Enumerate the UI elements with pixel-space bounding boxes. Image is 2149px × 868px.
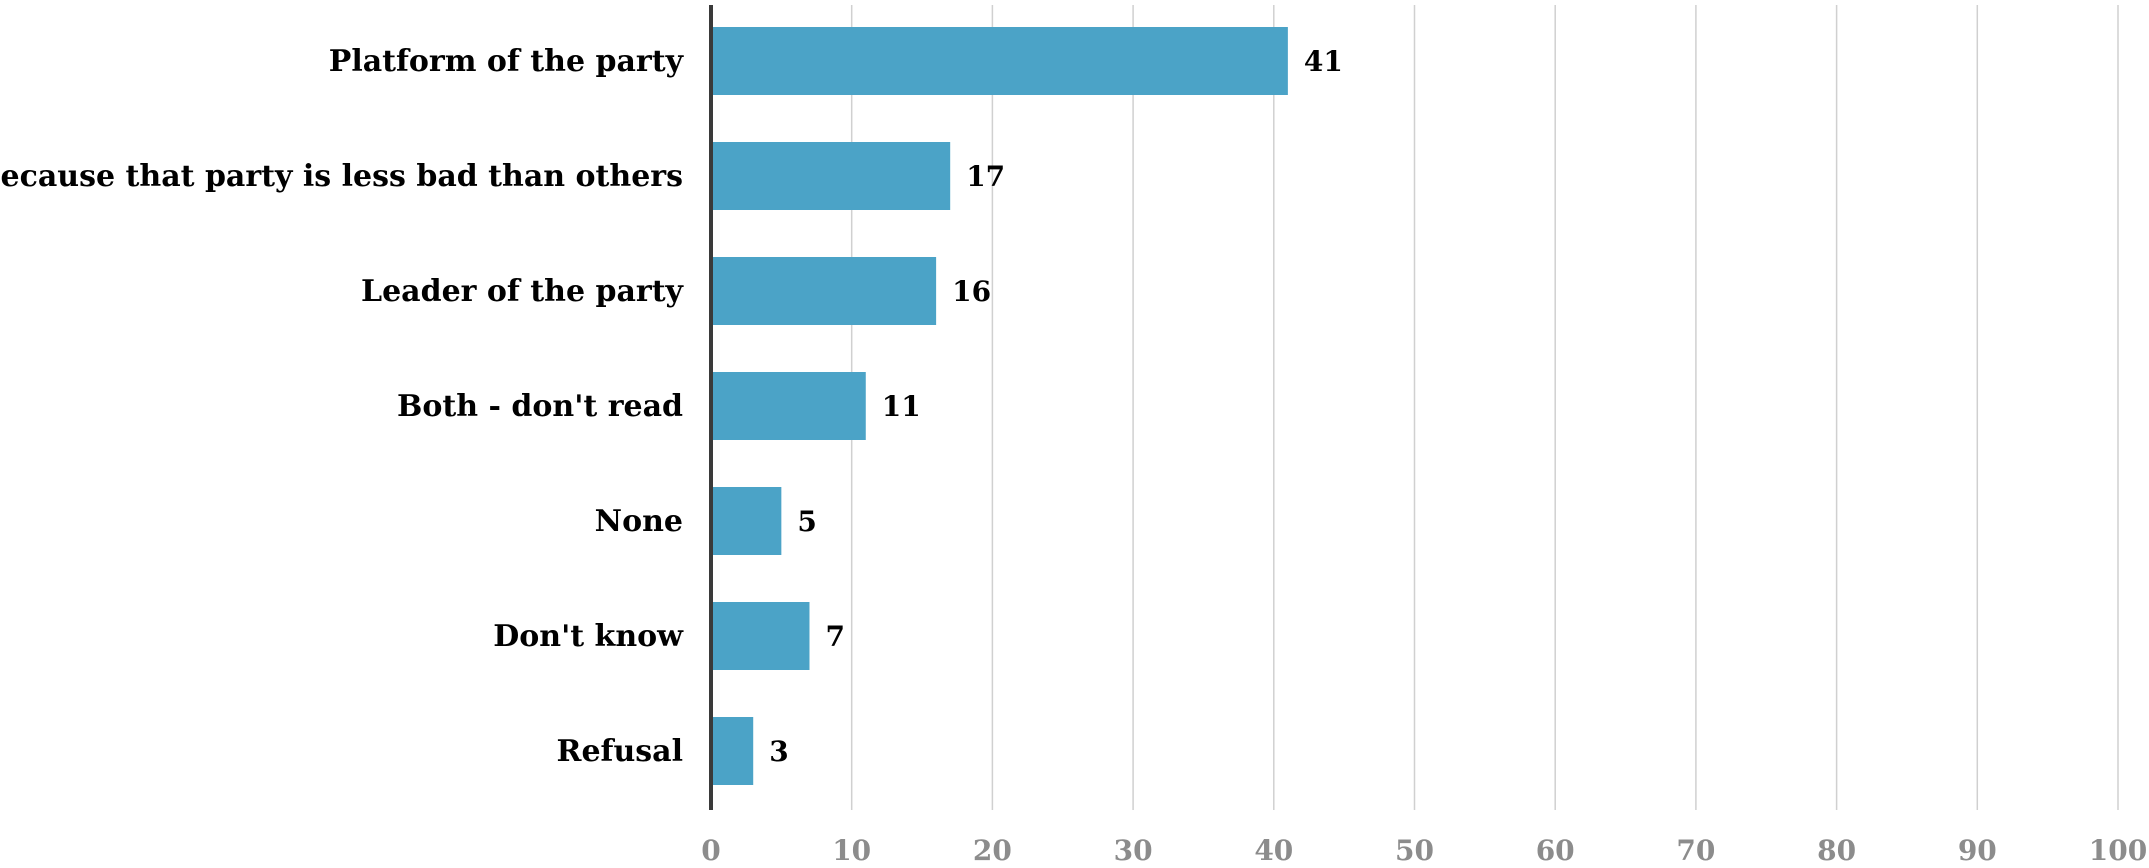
category-label: Leader of the party xyxy=(361,274,685,309)
data-label: 7 xyxy=(825,620,844,653)
bar xyxy=(711,27,1288,95)
x-tick-label: 20 xyxy=(973,834,1012,867)
bar xyxy=(711,372,866,440)
x-tick-label: 10 xyxy=(832,834,871,867)
x-tick-label: 60 xyxy=(1536,834,1575,867)
x-axis-ticks: 0 10 20 30 40 50 60 70 80 90 100 xyxy=(701,834,2147,867)
x-tick-label: 100 xyxy=(2089,834,2147,867)
data-label: 41 xyxy=(1304,45,1343,78)
bar xyxy=(711,257,937,325)
data-label: 17 xyxy=(966,160,1005,193)
category-label: Don't know xyxy=(493,619,684,654)
x-tick-label: 50 xyxy=(1395,834,1434,867)
bar xyxy=(711,142,951,210)
category-labels: Platform of the party Because that party … xyxy=(0,44,685,769)
data-label: 5 xyxy=(797,505,816,538)
x-tick-label: 80 xyxy=(1817,834,1856,867)
category-label: Platform of the party xyxy=(329,44,685,79)
data-label: 3 xyxy=(769,735,788,768)
bar xyxy=(711,717,754,785)
data-label: 16 xyxy=(952,275,991,308)
x-tick-label: 40 xyxy=(1254,834,1293,867)
data-label: 11 xyxy=(882,390,921,423)
x-tick-label: 90 xyxy=(1958,834,1997,867)
category-label: Refusal xyxy=(557,734,683,769)
x-tick-label: 0 xyxy=(701,834,720,867)
x-tick-label: 30 xyxy=(1114,834,1153,867)
category-label: None xyxy=(595,504,683,539)
value-labels: 41 17 16 11 5 7 3 xyxy=(769,45,1343,768)
bar xyxy=(711,487,782,555)
x-tick-label: 70 xyxy=(1676,834,1715,867)
bars xyxy=(711,27,1288,785)
gridlines xyxy=(850,5,2119,810)
category-label: Because that party is less bad than othe… xyxy=(0,159,683,194)
bar xyxy=(711,602,810,670)
category-label: Both - don't read xyxy=(397,389,683,424)
